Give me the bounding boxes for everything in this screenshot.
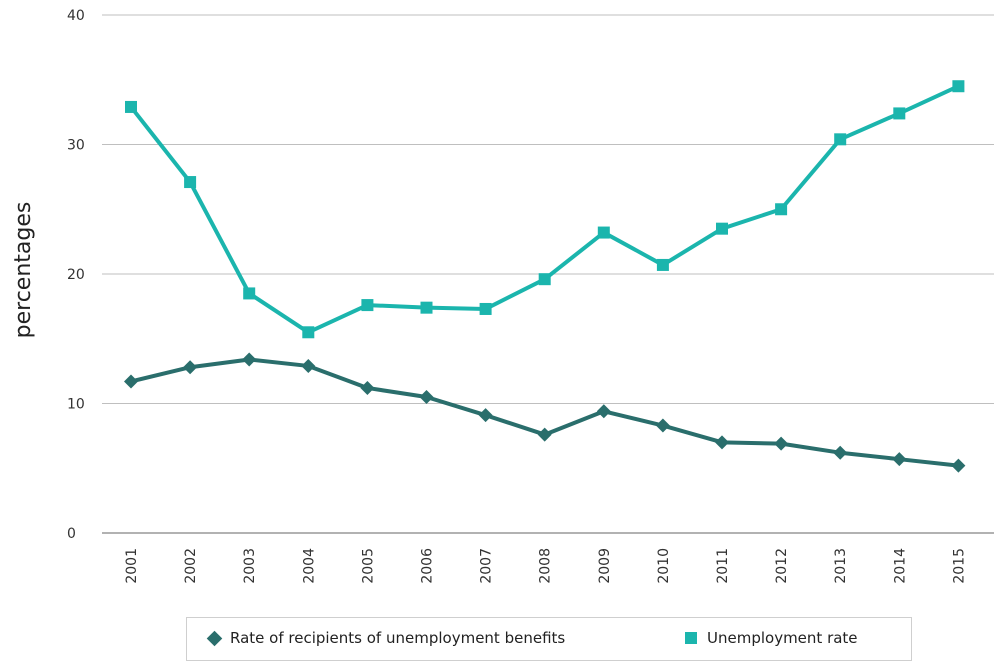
x-tick-label: 2006 [420, 548, 436, 584]
x-tick-label: 2011 [715, 548, 731, 584]
data-point-square [656, 258, 669, 271]
data-point-diamond [833, 445, 848, 460]
data-point-diamond [892, 452, 907, 467]
data-point-square [420, 301, 433, 314]
x-axis-ticks: 2001 2002 2003 2004 2005 2006 2007 2008 2009 2010… [124, 548, 967, 584]
x-tick-label: 2010 [656, 548, 672, 584]
data-point-square [184, 176, 197, 189]
data-point-square [716, 222, 728, 235]
x-tick-label: 2013 [833, 548, 849, 584]
data-point-square [361, 299, 374, 312]
x-tick-label: 2002 [183, 548, 199, 584]
data-point-diamond [478, 408, 493, 423]
x-tick-label: 2007 [479, 548, 495, 584]
legend-label-unemployment: Unemployment rate [707, 629, 858, 647]
x-tick-label: 2015 [951, 548, 967, 584]
legend: Rate of recipients of unemployment benef… [186, 617, 912, 661]
y-tick-label: 30 [67, 138, 85, 154]
legend-label-benefits: Rate of recipients of unemployment benef… [230, 629, 566, 647]
data-point-diamond [655, 418, 670, 433]
data-point-square [243, 287, 256, 300]
data-point-diamond [183, 360, 198, 375]
data-point-square [538, 273, 551, 286]
y-axis-ticks: 0 10 20 30 40 [67, 8, 85, 542]
x-tick-label: 2008 [538, 548, 554, 584]
legend-diamond-marker [206, 630, 223, 646]
data-point-square [834, 133, 847, 146]
data-point-square [125, 100, 137, 113]
data-point-square [775, 203, 788, 216]
legend-item-unemployment: Unemployment rate [685, 629, 858, 647]
x-tick-label: 2004 [301, 548, 317, 584]
x-tick-label: 2001 [124, 548, 140, 584]
series-line [130, 357, 959, 468]
data-point-diamond [715, 435, 729, 450]
y-tick-label: 0 [67, 526, 76, 542]
data-point-diamond [301, 358, 316, 373]
legend-item-benefits: Rate of recipients of unemployment benef… [206, 629, 566, 647]
series-1 [125, 80, 965, 339]
data-point-diamond [537, 427, 552, 442]
data-series [124, 80, 966, 473]
data-point-diamond [124, 374, 138, 389]
x-tick-label: 2009 [597, 548, 613, 584]
x-tick-label: 2014 [892, 548, 908, 584]
data-point-diamond [242, 352, 257, 367]
data-point-diamond [596, 404, 611, 419]
data-point-square [479, 302, 492, 315]
legend-square-marker [685, 632, 697, 644]
y-axis-label: percentages [11, 202, 36, 339]
x-tick-label: 2003 [242, 548, 258, 584]
data-point-diamond [774, 436, 789, 451]
y-tick-label: 10 [67, 397, 85, 413]
series-0 [124, 352, 966, 473]
data-point-diamond [951, 458, 966, 473]
y-tick-label: 40 [67, 8, 85, 24]
y-tick-label: 20 [67, 267, 85, 283]
data-point-square [302, 326, 315, 339]
data-point-square [893, 107, 906, 120]
x-tick-label: 2012 [774, 548, 790, 584]
x-tick-label: 2005 [360, 548, 376, 584]
data-point-square [597, 226, 610, 239]
data-point-diamond [360, 380, 375, 395]
data-point-diamond [419, 390, 434, 405]
data-point-square [952, 80, 965, 93]
